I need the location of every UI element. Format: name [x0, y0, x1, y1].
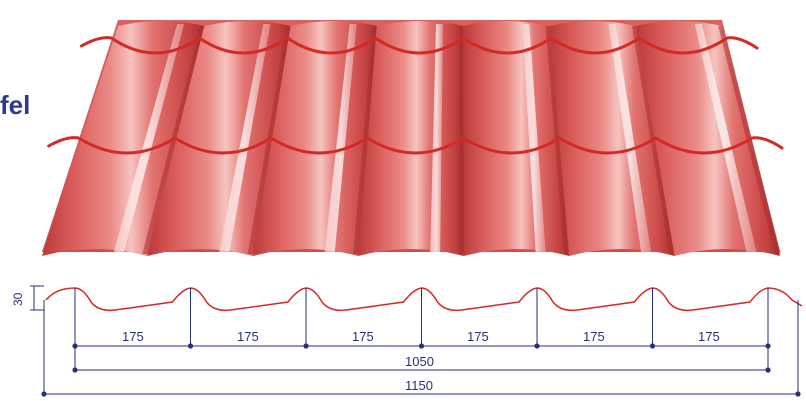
rib-crest-highlight [430, 24, 443, 252]
module-label-6: 175 [698, 329, 720, 344]
rib-crest-highlight [522, 24, 546, 252]
heading-fragment: fel [0, 90, 31, 120]
module-label-1: 175 [122, 329, 144, 344]
profile-outline [45, 287, 803, 312]
module-label-4: 175 [467, 329, 489, 344]
height-label: 30 [11, 292, 25, 306]
dimension-tick [72, 367, 78, 373]
dimension-tick [418, 343, 425, 349]
dimension-tick [187, 343, 194, 349]
sheet-rib [635, 21, 780, 256]
rib-crest-highlight [324, 24, 357, 252]
dimension-tick [765, 367, 771, 373]
module-label-3: 175 [352, 329, 374, 344]
dimension-tick [303, 343, 309, 349]
sheet-rib [463, 21, 570, 256]
dimension-tick [795, 391, 801, 397]
module-label-5: 175 [583, 329, 605, 344]
dimension-tick [649, 343, 656, 349]
total-width-label: 1150 [405, 378, 433, 393]
effective-width-label: 1050 [405, 354, 434, 369]
rib-crest-highlight [608, 24, 652, 252]
dimension-tick [765, 343, 771, 349]
step-line-upper [79, 36, 759, 55]
module-label-2: 175 [237, 329, 259, 344]
rib-crest-highlight [694, 24, 757, 252]
rib-crest-highlight [113, 24, 185, 252]
cross-section-profile [45, 287, 803, 312]
metal-tile-sheet [42, 20, 781, 256]
dimension-tick [41, 391, 47, 397]
tile-step-lines [47, 36, 784, 155]
step-line-lower [47, 136, 784, 155]
dimension-tick [534, 343, 540, 349]
rib-crest-highlight [219, 24, 271, 252]
height-dimension: 30 [11, 285, 44, 311]
dimension-lines [41, 288, 801, 397]
dimension-tick [72, 343, 78, 349]
